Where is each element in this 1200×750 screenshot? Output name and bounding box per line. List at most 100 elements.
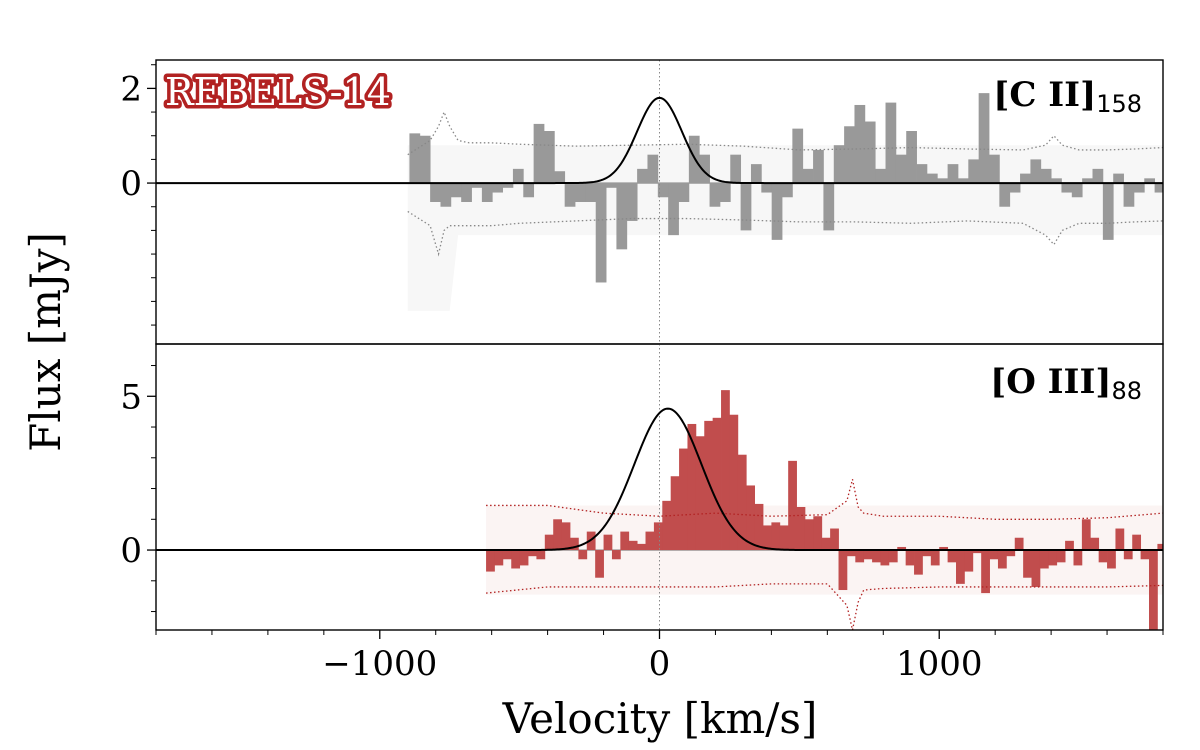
oiii-channel-bar [1023,550,1032,578]
oiii-channel-bar [536,550,546,560]
oiii-channel-bar [930,550,940,566]
cii-noise-lower [407,210,1163,257]
cii-channel-bar [606,183,617,188]
oiii-channel-bar [1140,550,1150,560]
cii-channel-bar [999,183,1011,207]
cii-channel-bar [906,131,917,184]
oiii-channel-bar [1132,534,1142,551]
cii-channel-bar [533,123,545,184]
oiii-channel-bar [888,550,898,563]
cii-channel-bar [1040,168,1052,184]
cii-channel-bar [409,133,421,184]
oiii-channel-bar [922,550,932,557]
oiii-channel-bar [553,519,562,551]
oiii-channel-bar [754,503,764,551]
cii-channel-bar [461,183,472,202]
oiii-channel-bar [1065,540,1074,551]
oiii-channel-bar [1098,550,1108,563]
oiii-channel-bar [1149,550,1158,630]
oiii-channel-bar [905,550,915,566]
oiii-channel-bar [494,550,504,566]
oiii-channel-bar [981,550,990,594]
cii-y-tick-label: 2 [120,69,142,109]
cii-channel-bar [595,183,607,283]
cii-channel-bar [1009,183,1021,193]
oiii-channel-bar [1039,550,1049,569]
oiii-channel-bar [511,550,521,569]
cii-channel-bar [771,183,783,240]
cii-channel-bar [957,178,969,184]
oiii-channel-bar [637,543,646,551]
cii-channel-bar [864,121,876,184]
oiii-channel-bar [737,454,747,551]
cii-channel-bar [875,168,886,184]
oiii-channel-bar [603,534,613,551]
cii-channel-bar [1175,183,1186,188]
oiii-channel-bar [838,550,848,591]
oiii-channel-bar [1107,550,1116,569]
cii-line-label-sub: 158 [1096,90,1142,118]
oiii-channel-bar [519,550,529,566]
cii-channel-bar [543,131,555,184]
cii-channel-bar [740,183,752,231]
oiii-channel-bar [964,550,974,572]
cii-channel-bar [564,183,576,207]
cii-channel-bar [492,183,503,193]
cii-channel-bar [502,183,514,188]
x-tick-label: 1000 [896,644,983,684]
cii-channel-bar [575,183,586,202]
cii-channel-bar [802,168,814,184]
oiii-channel-bar [1123,550,1133,560]
cii-channel-bar [626,183,638,221]
oiii-channel-bar [830,528,839,551]
oiii-channel-bar [846,550,856,557]
cii-channel-bar [657,183,669,198]
oiii-channel-bar [972,550,982,554]
oiii-channel-bar [1191,532,1200,550]
oiii-line-label-sub: 88 [1111,377,1142,405]
oiii-channel-bar [1081,519,1091,551]
cii-channel-bar [471,183,483,188]
cii-channel-bar [730,154,742,184]
cii-channel-bar [1154,183,1163,193]
oiii-channel-bar [695,436,705,551]
oiii-channel-bar [679,448,688,551]
oiii-plot-area [156,344,1200,630]
cii-channel-bar [1071,183,1083,198]
cii-channel-bar [1030,159,1042,184]
cii-channel-bar [647,154,659,184]
oiii-channel-bar [1014,537,1024,551]
oiii-channel-bar [645,531,655,551]
oiii-channel-bar [569,537,579,551]
cii-channel-bar [844,126,855,184]
oiii-channel-bar [897,546,907,551]
cii-channel-bar [1092,168,1104,184]
cii-channel-bar [792,128,804,184]
cii-channel-bar [916,164,928,184]
oiii-channel-bar [502,550,512,560]
oiii-channel-bar [804,519,814,551]
cii-channel-bar [1144,178,1156,184]
oiii-channel-bar [1174,550,1183,562]
oiii-channel-bar [611,550,621,560]
cii-line-label-main: [C II] [993,75,1096,115]
cii-panel: 02 [120,59,1186,345]
oiii-channel-bar [1157,543,1163,551]
oiii-channel-bar [746,485,755,551]
oiii-channel-bar [595,550,604,578]
oiii-channel-bar [721,390,730,551]
oiii-channel-bar [947,550,957,563]
oiii-channel-bar [653,522,663,551]
oiii-channel-bar [1183,550,1192,556]
cii-channel-bar [968,159,980,184]
cii-channel-bar [1020,173,1031,184]
cii-plot-area [156,60,1186,344]
cii-channel-bar [512,168,524,184]
cii-channel-bar [699,154,710,184]
oiii-channel-bar [1166,541,1175,550]
cii-y-tick-label: 0 [120,164,142,204]
cii-channel-bar [1133,183,1145,193]
cii-channel-bar [1051,178,1062,184]
cii-channel-bar [1165,174,1176,183]
